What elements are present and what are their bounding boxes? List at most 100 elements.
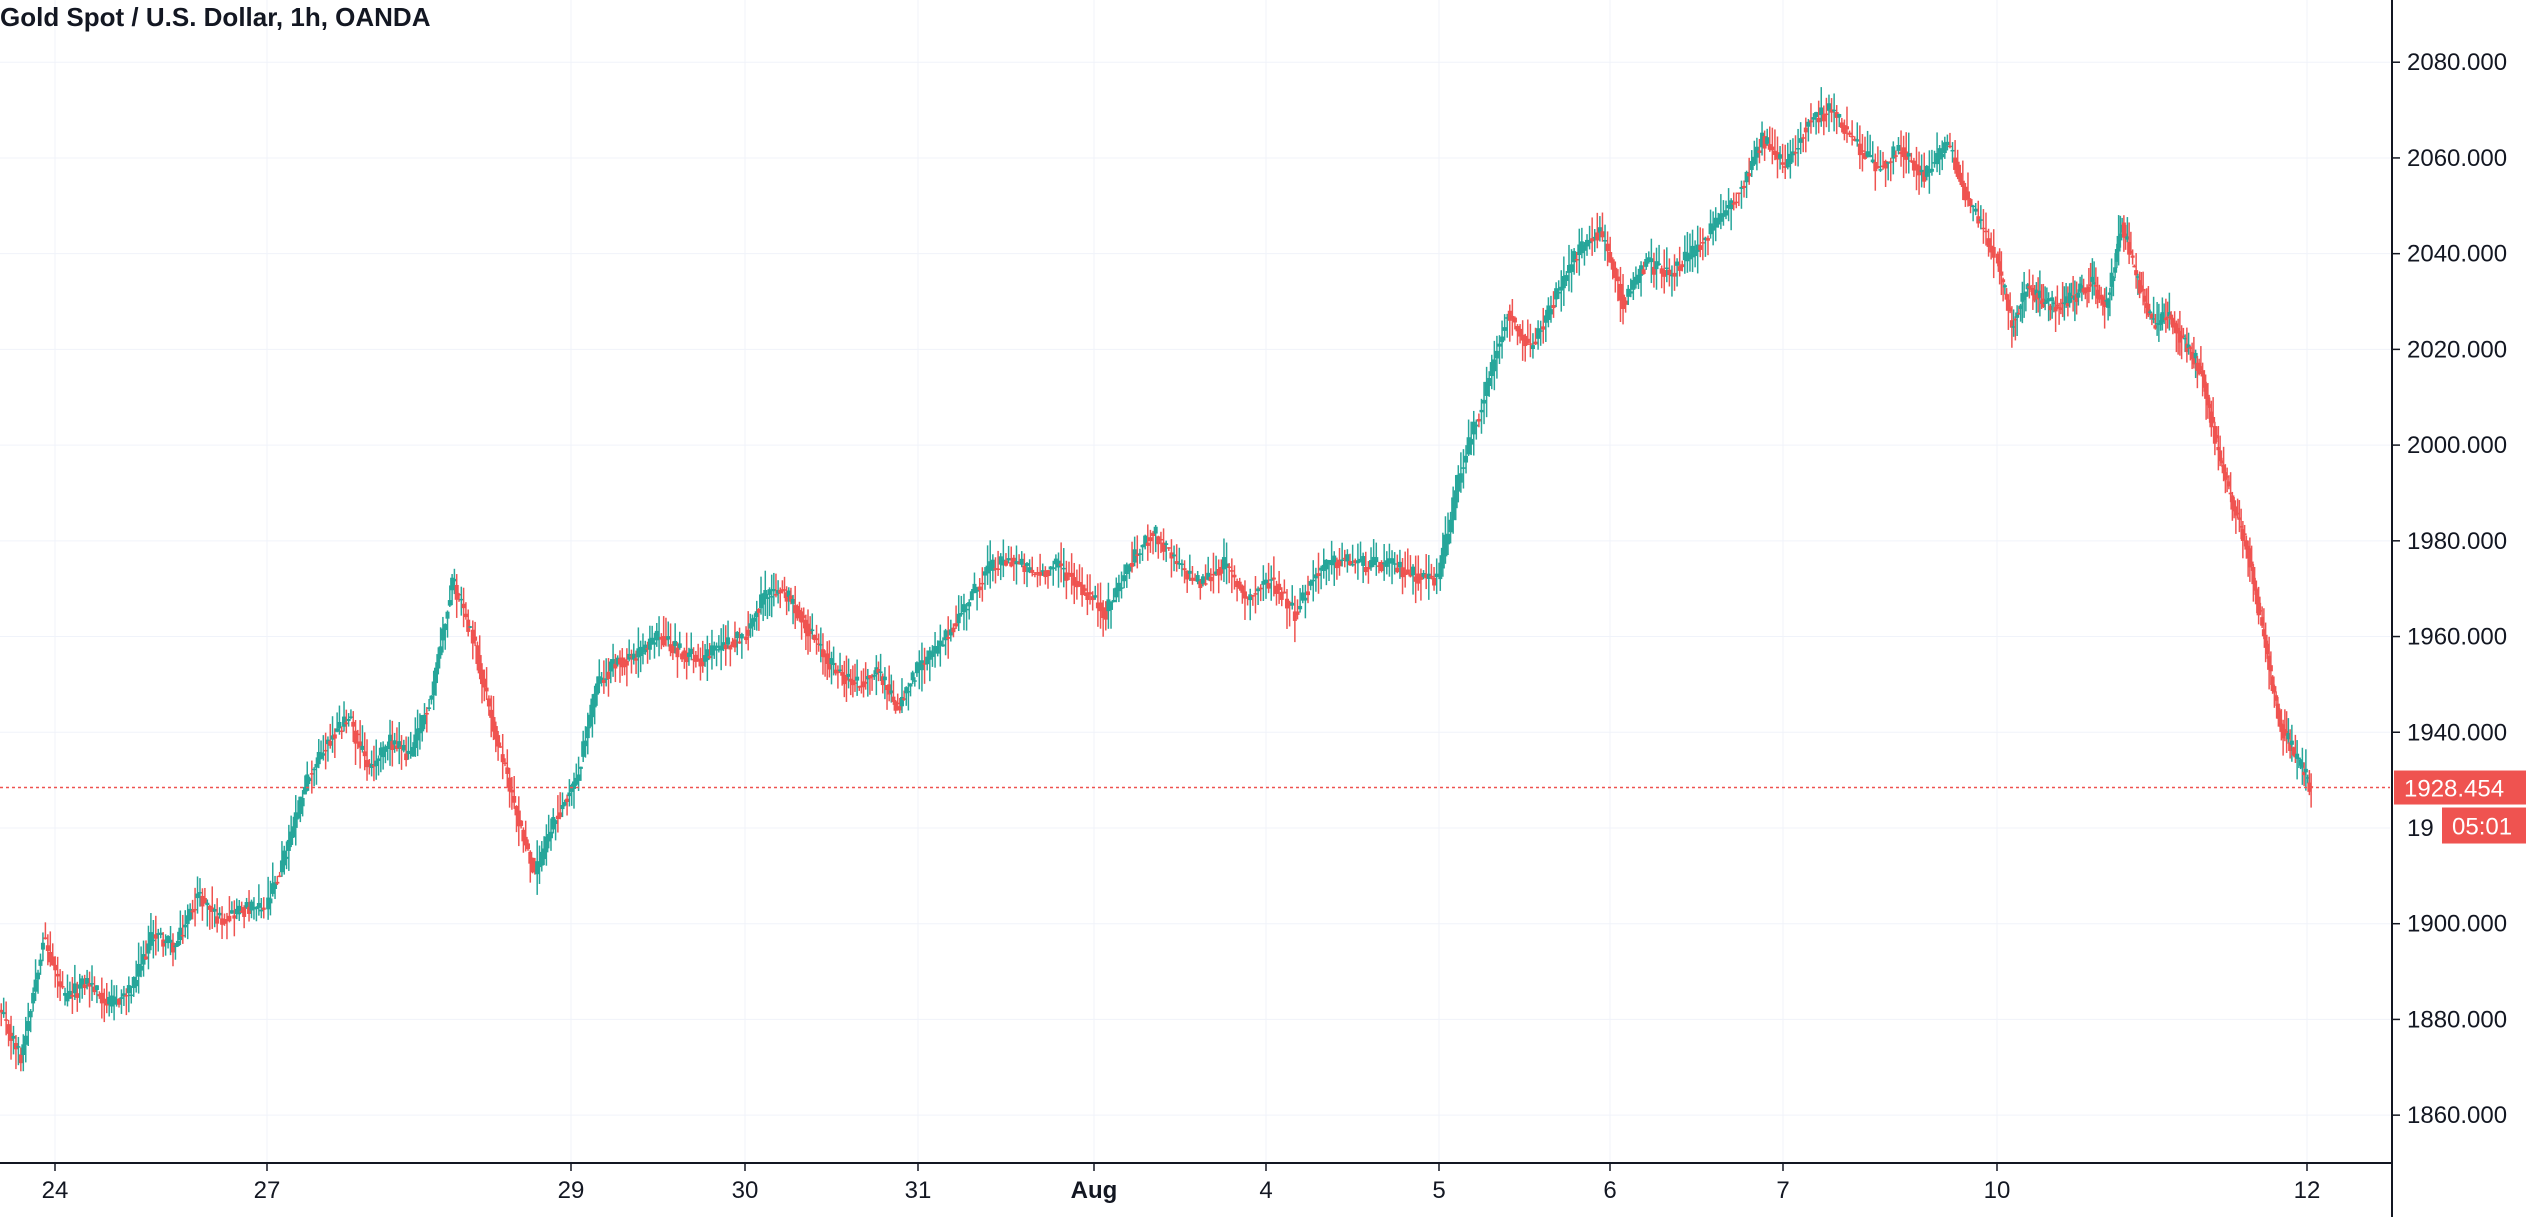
candle-body: [1623, 300, 1628, 305]
candle-body: [58, 981, 63, 987]
candle-body: [2247, 548, 2252, 568]
candle-body: [166, 936, 171, 944]
candle-body: [2106, 298, 2111, 308]
candle-body: [1528, 343, 1533, 345]
candle-body: [2148, 311, 2153, 313]
candle-body: [2027, 286, 2032, 289]
candle-body: [268, 898, 273, 904]
candle-body: [1187, 570, 1192, 574]
candle-body: [565, 798, 570, 802]
candle-body: [2200, 370, 2205, 377]
candle-body: [1332, 555, 1337, 566]
candle-body: [1190, 577, 1195, 581]
candle-body: [631, 653, 636, 660]
candle-body: [784, 592, 789, 602]
candle-body: [146, 943, 151, 954]
candle-body: [1022, 565, 1027, 573]
candle-body: [2186, 344, 2191, 348]
candle-body: [2153, 325, 2158, 329]
y-tick-label-partial: 19: [2407, 815, 2434, 842]
candle-body: [385, 746, 390, 749]
candle-body: [2214, 435, 2219, 439]
candle-body: [251, 906, 256, 910]
candle-body: [2260, 617, 2265, 626]
candle-body: [1639, 265, 1644, 276]
candle-body: [1103, 608, 1108, 620]
candle-body: [422, 714, 427, 725]
candle-body: [459, 598, 464, 601]
candle-body: [298, 796, 303, 814]
candle-body: [1432, 577, 1437, 586]
candle-body: [2288, 742, 2293, 751]
candle-body: [1909, 160, 1914, 162]
candle-body: [1161, 542, 1166, 552]
candle-body: [1960, 180, 1965, 187]
candle-body: [18, 1054, 23, 1064]
candle-body: [355, 733, 360, 736]
candle-body: [450, 577, 455, 591]
candle-body: [1043, 571, 1048, 578]
candle-body: [2088, 284, 2093, 286]
candle-body: [275, 881, 280, 884]
candle-body: [1313, 574, 1318, 579]
candle-body: [151, 939, 156, 942]
candle-body: [1868, 154, 1873, 158]
candle-body: [801, 615, 806, 618]
candle-body: [1718, 213, 1723, 222]
candle-body: [1211, 573, 1216, 576]
candle-body: [560, 805, 565, 810]
candle-body: [1839, 122, 1844, 128]
x-tick-label: 12: [2294, 1177, 2321, 1204]
candle-body: [899, 696, 904, 707]
candle-body: [1277, 583, 1282, 591]
candle-body: [788, 595, 793, 602]
candle-body: [1873, 161, 1878, 172]
candle-body: [170, 942, 175, 953]
candle-body: [195, 893, 200, 899]
candle-body: [571, 781, 576, 789]
candle-body: [1721, 213, 1726, 217]
candle-body: [1716, 218, 1721, 225]
candle-body: [1705, 238, 1710, 241]
candle-body: [2228, 492, 2233, 495]
candle-body: [1852, 138, 1857, 141]
candle-body: [1685, 252, 1690, 262]
candle-body: [744, 636, 749, 641]
candle-body: [1059, 563, 1064, 566]
candle-body: [94, 985, 99, 990]
candle-body: [1600, 231, 1605, 238]
x-tick-label: 30: [732, 1177, 759, 1204]
candle-body: [65, 993, 70, 1002]
candle-body: [1783, 166, 1788, 168]
candle-body: [1145, 542, 1150, 546]
candle-body: [1032, 573, 1037, 576]
candle-body: [2263, 634, 2268, 648]
candle-body: [1917, 165, 1922, 176]
candle-body: [2151, 318, 2156, 320]
candle-body: [592, 693, 597, 708]
candle-body: [844, 675, 849, 681]
candle-body: [640, 652, 645, 654]
candle-body: [493, 726, 498, 740]
candle-body: [2296, 757, 2301, 760]
candle-body: [1237, 581, 1242, 589]
candle-body: [1703, 237, 1708, 241]
candle-body: [2235, 512, 2240, 515]
candle-body: [778, 589, 783, 594]
candle-body: [1530, 345, 1535, 349]
candle-body: [112, 996, 117, 1005]
candle-body: [1618, 283, 1623, 301]
candle-body: [1536, 328, 1541, 339]
candle-body: [657, 636, 662, 640]
candle-body: [188, 908, 193, 920]
candle-body: [1971, 205, 1976, 208]
candle-body: [376, 758, 381, 762]
candle-body: [1426, 573, 1431, 579]
candle-body: [2125, 236, 2130, 240]
candle-body: [1300, 592, 1305, 601]
candle-body: [117, 998, 122, 1005]
candle-body: [28, 1011, 33, 1018]
candle-body: [486, 698, 491, 707]
candle-body: [1662, 270, 1667, 277]
